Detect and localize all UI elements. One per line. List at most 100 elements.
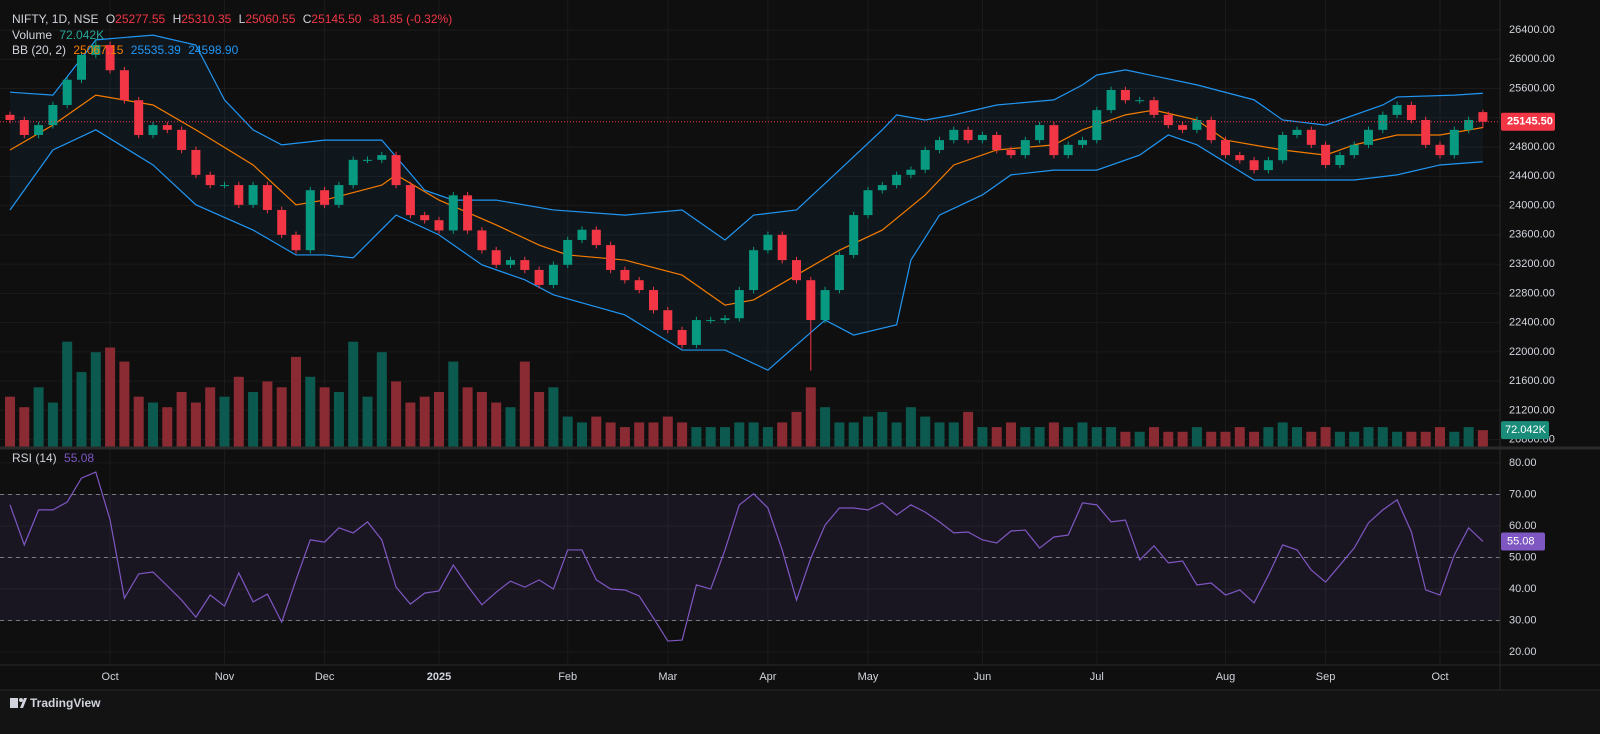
volume-bar [1091, 427, 1102, 447]
volume-bar [977, 427, 988, 447]
volume-bar [1306, 431, 1317, 447]
volume-bar [591, 416, 602, 447]
y-tick-label: 80.00 [1509, 457, 1537, 469]
volume-bar [1292, 427, 1302, 447]
volume-bar [148, 402, 158, 447]
volume-bar [1106, 427, 1117, 447]
volume-bar [1449, 431, 1460, 447]
volume-bar [1406, 431, 1417, 447]
volume-bar [963, 411, 974, 447]
candle-body [1163, 114, 1173, 126]
volume-bar [848, 422, 859, 447]
candle-body [834, 254, 844, 291]
volume-bar [219, 396, 230, 447]
candle-body [420, 215, 430, 221]
volume-bar [376, 352, 387, 447]
candle-body [119, 70, 129, 101]
volume-bar [1420, 431, 1431, 447]
volume-bar [1263, 427, 1274, 447]
volume-bar [1334, 431, 1345, 447]
volume-bar [305, 376, 316, 447]
candle-body [548, 264, 558, 285]
y-tick-label: 30.00 [1509, 614, 1537, 626]
volume-bar [19, 407, 30, 447]
volume-bar [548, 387, 559, 447]
volume-bar [47, 402, 58, 447]
volume-bar [1249, 431, 1260, 447]
rsi-axis-label: 55.08 [1507, 535, 1535, 547]
candle-body [148, 125, 158, 135]
volume-bar [176, 392, 187, 447]
y-tick-label: 22800.00 [1509, 287, 1555, 299]
logo-mark [20, 698, 27, 708]
rsi-value: 55.08 [64, 451, 94, 465]
candle-body [277, 209, 287, 235]
ohlc-value: 25277.55 [115, 12, 165, 26]
ohlc-value: 25310.35 [181, 12, 231, 26]
candle-body [363, 159, 372, 161]
rsi-line [9, 471, 1484, 642]
candle-body [849, 215, 859, 255]
x-tick-label: Oct [102, 671, 119, 683]
volume-bar [948, 422, 959, 447]
candle-body [1049, 125, 1059, 156]
volume-bar [1220, 431, 1231, 447]
symbol: NIFTY, 1D, NSE [12, 12, 98, 26]
volume-bar [190, 402, 201, 447]
rsi-box [1501, 532, 1545, 551]
volume-bar [333, 392, 344, 447]
candle-body [977, 134, 987, 141]
candle-body [162, 125, 172, 130]
candle-body [377, 155, 387, 160]
volume-box [1501, 421, 1549, 440]
x-tick-label: Apr [759, 671, 776, 683]
volume-bar [905, 407, 916, 447]
volume-bar [419, 396, 430, 447]
candle-body [62, 79, 72, 105]
volume-bar [1034, 427, 1045, 447]
candle-body [763, 234, 773, 251]
candle-body [1235, 155, 1245, 161]
ohlc-key: C [303, 12, 312, 26]
candle-body [935, 140, 944, 150]
bb-upper: 25535.39 [131, 43, 181, 57]
volume-bar [691, 427, 702, 447]
volume-bar [619, 427, 630, 447]
candle-body [963, 129, 973, 141]
volume-bar [1377, 427, 1388, 447]
bb-line: BB (20, 2) 25067.15 25535.39 24598.90 [12, 43, 239, 57]
volume-bar [76, 372, 87, 447]
candle-body [606, 245, 616, 270]
logo-mark [10, 698, 18, 708]
volume-bar [462, 387, 473, 447]
candle-body [1392, 104, 1402, 115]
symbol-line: NIFTY, 1D, NSE O25277.55 H25310.35 L2506… [12, 12, 452, 26]
candle-body [806, 280, 816, 321]
candle-body [720, 318, 730, 321]
candle-body [248, 185, 258, 205]
candle-body [177, 129, 187, 150]
volume-bar [1048, 422, 1059, 447]
candle-body [262, 185, 272, 210]
volume-bar [476, 392, 487, 447]
candle-body [1349, 144, 1359, 156]
volume-bar [434, 392, 444, 447]
y-tick-label: 70.00 [1509, 488, 1537, 500]
candle-body [620, 269, 630, 281]
candle-body [134, 100, 144, 135]
volume-bar [577, 422, 587, 447]
volume-bar [319, 387, 330, 447]
volume-bar [1363, 427, 1374, 447]
candle-body [34, 125, 44, 135]
candle-body [1249, 160, 1259, 171]
x-tick-label: 2025 [427, 671, 451, 683]
volume-bar [1206, 431, 1217, 447]
volume-bar [1463, 427, 1474, 447]
x-tick-label: Jun [974, 671, 992, 683]
volume-bar [791, 411, 802, 447]
candle-body [634, 280, 644, 291]
y-tick-label: 23600.00 [1509, 229, 1555, 241]
candle-body [863, 190, 873, 216]
candle-body [1364, 129, 1373, 145]
candle-body [291, 234, 301, 251]
